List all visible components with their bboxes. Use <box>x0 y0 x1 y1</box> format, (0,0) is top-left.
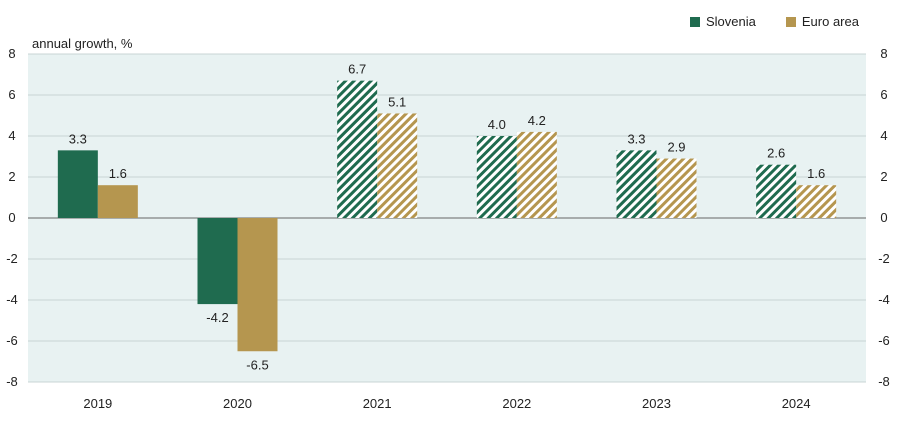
data-label: 4.2 <box>528 113 546 128</box>
bar-euro-area <box>656 158 697 218</box>
data-label: 1.6 <box>807 166 825 181</box>
legend-item-euro-area: Euro area <box>785 14 859 29</box>
y-tick-label-left: 2 <box>8 169 15 184</box>
bar-slovenia <box>197 218 238 305</box>
data-label: -6.5 <box>246 357 268 372</box>
data-label: 6.7 <box>348 62 366 77</box>
data-label: 2.9 <box>667 140 685 155</box>
bar-euro-area <box>237 218 278 352</box>
bar-slovenia <box>476 136 517 218</box>
data-label: 5.1 <box>388 94 406 109</box>
legend-item-slovenia: Slovenia <box>690 14 756 29</box>
x-tick-label: 2021 <box>363 396 392 411</box>
data-label: -4.2 <box>206 310 228 325</box>
legend-swatch-euro-area <box>785 16 796 27</box>
y-tick-label-right: 2 <box>880 169 887 184</box>
data-label: 3.3 <box>627 131 645 146</box>
y-tick-label-left: 4 <box>8 128 15 143</box>
data-label: 3.3 <box>69 131 87 146</box>
y-tick-label-right: -6 <box>878 333 890 348</box>
y-tick-label-right: -8 <box>878 374 890 389</box>
y-tick-label-right: 8 <box>880 46 887 61</box>
y-tick-label-right: -2 <box>878 251 890 266</box>
x-tick-label: 2022 <box>502 396 531 411</box>
bar-slovenia <box>337 80 378 219</box>
y-axis-label: annual growth, % <box>32 36 133 51</box>
bar-slovenia <box>57 150 98 218</box>
y-tick-label-left: -6 <box>6 333 18 348</box>
y-tick-label-right: 0 <box>880 210 887 225</box>
y-tick-label-left: -4 <box>6 292 18 307</box>
y-tick-label-right: 6 <box>880 87 887 102</box>
y-tick-label-right: -4 <box>878 292 890 307</box>
data-label: 4.0 <box>488 117 506 132</box>
y-tick-label-left: 8 <box>8 46 15 61</box>
chart-legend: Slovenia Euro area <box>690 14 859 29</box>
bar-euro-area <box>97 185 138 218</box>
x-tick-label: 2023 <box>642 396 671 411</box>
data-label: 2.6 <box>767 146 785 161</box>
legend-label-euro-area: Euro area <box>801 14 859 29</box>
x-tick-label: 2020 <box>223 396 252 411</box>
bar-euro-area <box>796 185 837 218</box>
bar-euro-area <box>516 131 557 218</box>
bar-euro-area <box>377 113 418 218</box>
y-tick-label-left: -8 <box>6 374 18 389</box>
x-tick-label: 2019 <box>83 396 112 411</box>
y-tick-label-left: -2 <box>6 251 18 266</box>
y-tick-label-right: 4 <box>880 128 887 143</box>
x-tick-label: 2024 <box>782 396 811 411</box>
data-label: 1.6 <box>109 166 127 181</box>
y-tick-label-left: 6 <box>8 87 15 102</box>
bar-slovenia <box>756 164 797 218</box>
legend-swatch-slovenia <box>690 16 700 27</box>
legend-label-slovenia: Slovenia <box>706 14 756 29</box>
y-tick-label-left: 0 <box>8 210 15 225</box>
bar-slovenia <box>616 150 657 218</box>
